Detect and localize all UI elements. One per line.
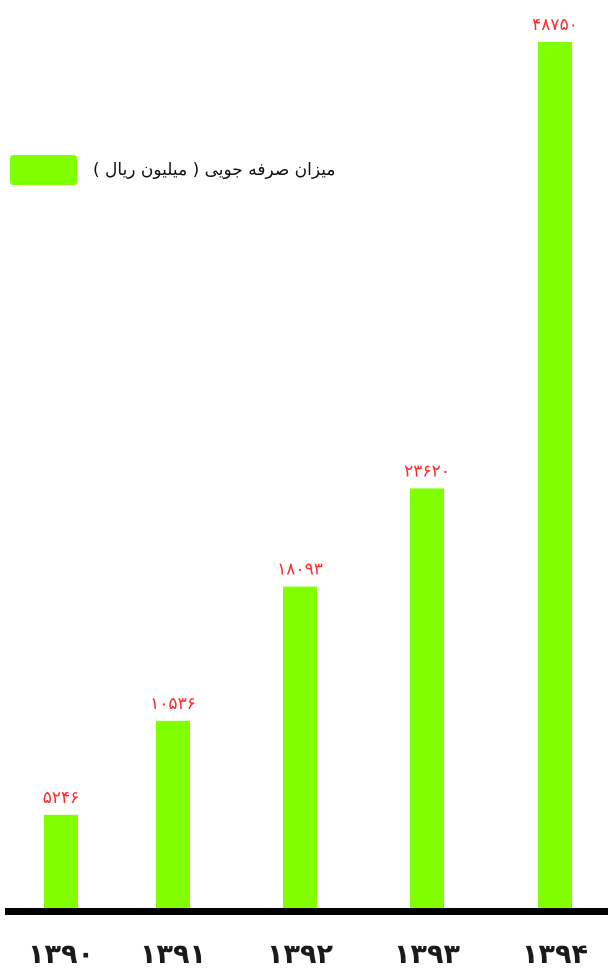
category-label-4: ۱۳۹۴: [522, 939, 588, 970]
bar-0: [44, 814, 78, 908]
category-labels-group: ۱۳۹۰ ۱۳۹۱ ۱۳۹۲ ۱۳۹۳ ۱۳۹۴: [28, 939, 588, 970]
category-label-3: ۱۳۹۳: [394, 939, 460, 970]
value-label-1: ۱۰۵۳۶: [150, 694, 196, 714]
bar-3: [410, 488, 444, 908]
legend-label: میزان صرفه جویی ( میلیون ریال ): [93, 160, 336, 180]
bar-4: [538, 42, 572, 908]
value-label-0: ۵۲۴۶: [43, 788, 80, 808]
bar-1: [156, 720, 190, 908]
category-label-0: ۱۳۹۰: [28, 939, 94, 970]
category-label-1: ۱۳۹۱: [140, 939, 206, 970]
value-label-2: ۱۸۰۹۳: [277, 560, 323, 580]
value-label-4: ۴۸۷۵۰: [532, 15, 578, 35]
bars-group: [44, 42, 572, 908]
legend-swatch: [10, 155, 77, 185]
legend: میزان صرفه جویی ( میلیون ریال ): [10, 154, 336, 186]
value-label-3: ۲۳۶۲۰: [404, 461, 450, 481]
bar-2: [283, 586, 317, 908]
category-label-2: ۱۳۹۲: [267, 939, 333, 970]
x-axis-line: [5, 908, 608, 915]
value-labels-group: ۵۲۴۶ ۱۰۵۳۶ ۱۸۰۹۳ ۲۳۶۲۰ ۴۸۷۵۰: [43, 15, 578, 808]
